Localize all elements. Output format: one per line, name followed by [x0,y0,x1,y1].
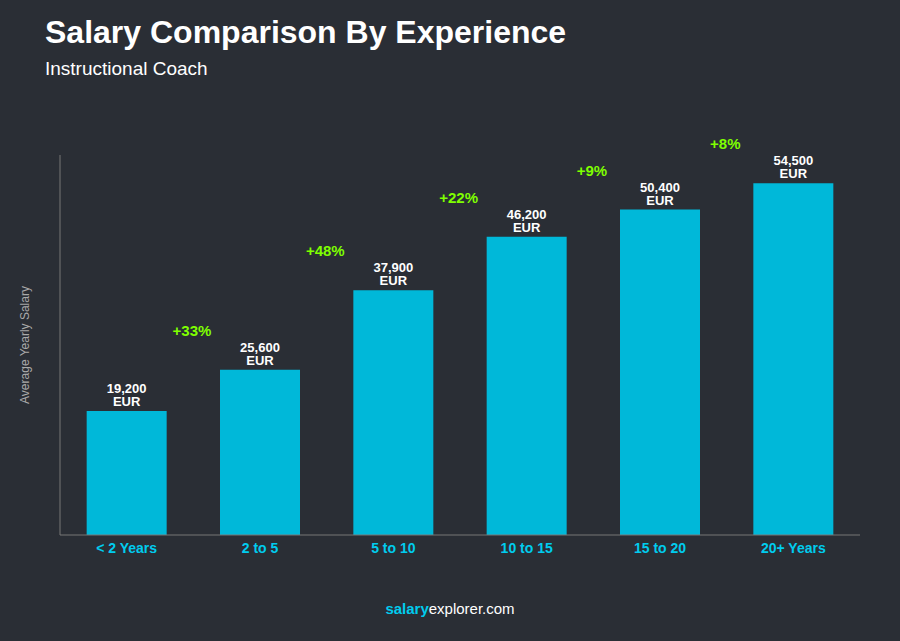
svg-text:37,900EUR: 37,900EUR [373,260,413,288]
svg-text:+48%: +48% [306,242,345,259]
html-text:salary explorer.com: salary explorer.com [385,600,515,617]
svg-text:50,400EUR: 50,400EUR [640,180,680,208]
svg-text:54,500EUR: 54,500EUR [773,153,813,181]
svg-text:+9%: +9% [577,162,607,179]
html-text:Salary Comparison By Experienc: Salary Comparison By Experience [45,14,567,50]
svg-text:46,200EUR: 46,200EUR [507,207,547,235]
svg-text:20+ Years: 20+ Years [761,540,826,556]
svg-text:+33%: +33% [173,322,212,339]
svg-text:+22%: +22% [439,189,478,206]
svg-text:< 2 Years: < 2 Years [96,540,157,556]
svg-text:10 to 15: 10 to 15 [501,540,553,556]
svg-text:19,200EUR: 19,200EUR [107,381,147,409]
svg-text:2 to 5: 2 to 5 [242,540,279,556]
html-text:Instructional Coach: Instructional Coach [45,58,208,79]
svg-text:+8%: +8% [710,135,740,152]
svg-text:5 to 10: 5 to 10 [371,540,416,556]
svg-text:Average Yearly Salary: Average Yearly Salary [18,286,32,404]
svg-text:15 to 20: 15 to 20 [634,540,686,556]
svg-text:25,600EUR: 25,600EUR [240,340,280,368]
